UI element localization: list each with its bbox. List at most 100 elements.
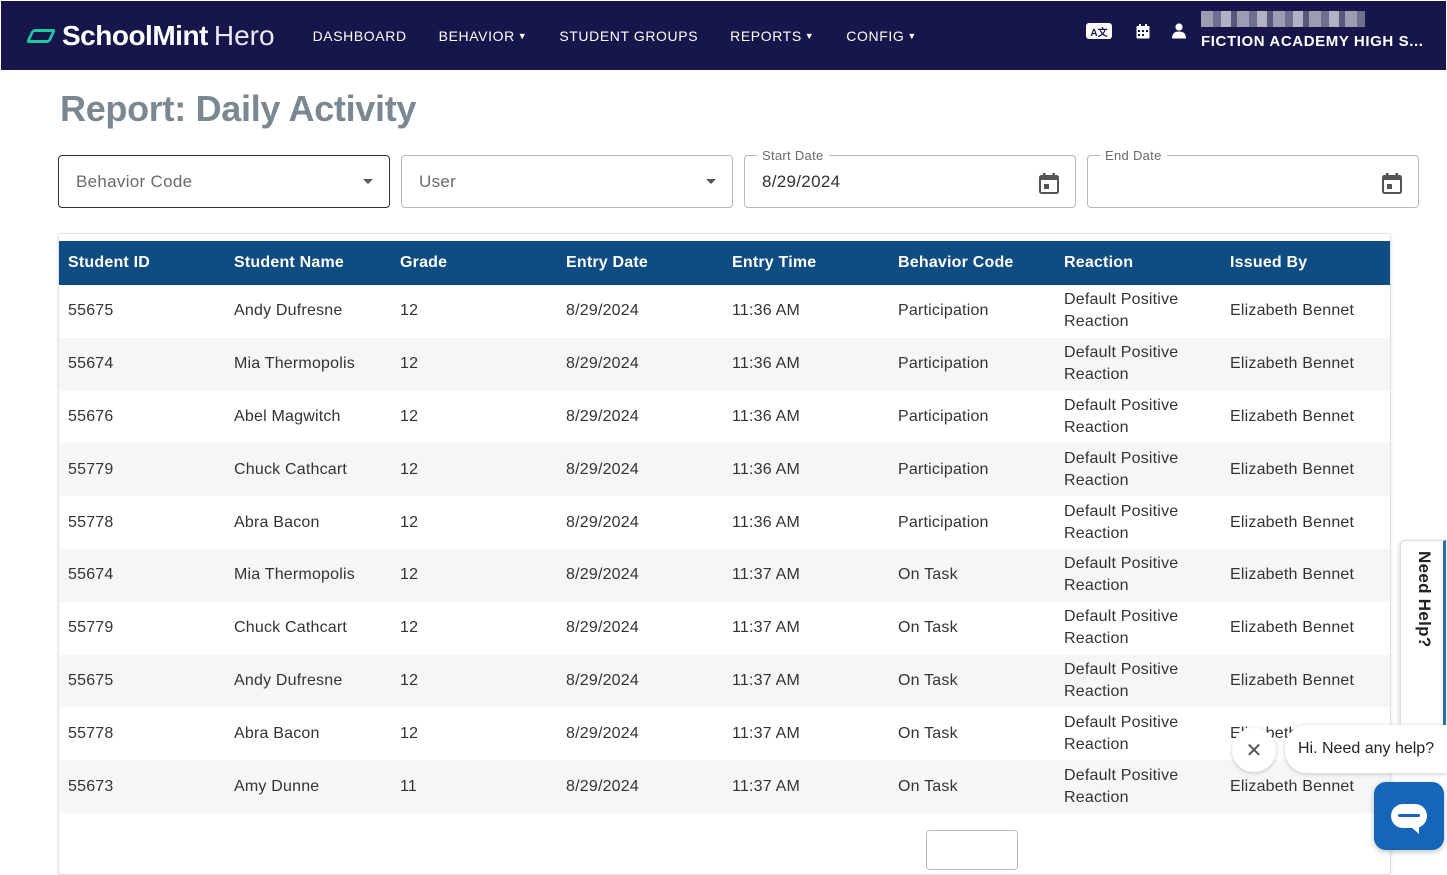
cell-entry-time: 11:37 AM (732, 777, 801, 795)
user-menu[interactable]: FICTION ACADEMY HIGH S... (1201, 11, 1424, 50)
close-icon[interactable]: ✕ (1232, 728, 1276, 772)
chat-icon (1391, 804, 1427, 828)
cell-student-id: 55675 (68, 302, 114, 320)
cell-grade: 12 (400, 302, 419, 320)
end-date-label: End Date (1100, 148, 1167, 163)
cell-grade: 12 (400, 513, 419, 531)
cell-behavior-code: Participation (898, 460, 989, 478)
report-table: Student ID Student Name Grade Entry Date… (58, 233, 1391, 875)
end-date-field[interactable]: End Date (1087, 148, 1419, 208)
cell-issued-by: Elizabeth Bennet (1230, 619, 1355, 637)
col-header-student-name[interactable]: Student Name (234, 254, 344, 271)
nav-config[interactable]: CONFIG ▼ (846, 28, 917, 44)
col-header-issued-by[interactable]: Issued By (1230, 254, 1308, 271)
table-header: Student ID Student Name Grade Entry Date… (59, 241, 1390, 285)
col-header-grade[interactable]: Grade (400, 254, 448, 271)
behavior-code-placeholder: Behavior Code (76, 172, 193, 191)
table-row[interactable]: 55779 Chuck Cathcart 12 8/29/2024 11:36 AM Pa… (59, 443, 1390, 497)
reaction-text: Default Positive Reaction (1064, 660, 1179, 700)
cell-issued-by: Elizabeth Bennet (1230, 513, 1355, 531)
user-placeholder: User (419, 172, 457, 191)
cell-issued-by: Elizabeth Bennet (1230, 671, 1355, 689)
cell-reaction: Default Positive Reaction (1055, 342, 1221, 386)
cell-behavior-code: On Task (898, 566, 958, 584)
reaction-text: Default Positive Reaction (1064, 344, 1179, 384)
cell-behavior-code: On Task (898, 777, 958, 795)
school-name: FICTION ACADEMY HIGH S... (1201, 33, 1424, 50)
table-row[interactable]: 55674 Mia Thermopolis 12 8/29/2024 11:37 AM O… (59, 548, 1390, 602)
start-date-field[interactable]: Start Date 8/29/2024 (744, 148, 1076, 208)
calendar-icon[interactable] (1039, 173, 1059, 194)
table-row[interactable]: 55673 Amy Dunne 11 8/29/2024 11:37 AM On Task… (59, 760, 1390, 813)
cell-student-id: 55676 (68, 407, 114, 425)
cell-entry-time: 11:36 AM (732, 513, 801, 531)
cell-student-name: Mia Thermopolis (234, 355, 355, 373)
table-row[interactable]: 55675 Andy Dufresne 12 8/29/2024 11:36 AM Par… (59, 285, 1390, 338)
brand-product: Hero (213, 19, 275, 51)
table-row[interactable]: 55778 Abra Bacon 12 8/29/2024 11:36 AM Partic… (59, 496, 1390, 549)
cell-student-name: Abra Bacon (234, 724, 320, 742)
behavior-code-select[interactable]: Behavior Code (58, 155, 390, 208)
col-header-entry-date[interactable]: Entry Date (566, 254, 649, 271)
reaction-text: Default Positive Reaction (1064, 713, 1179, 753)
chat-greeting[interactable]: Hi. Need any help? (1285, 725, 1447, 773)
cell-grade: 11 (400, 777, 418, 795)
table-body: 55675 Andy Dufresne 12 8/29/2024 11:36 AM Par… (59, 285, 1390, 813)
table-row[interactable]: 55676 Abel Magwitch 12 8/29/2024 11:36 AM Par… (59, 391, 1390, 444)
cell-reaction: Default Positive Reaction (1055, 448, 1221, 492)
cell-student-id: 55674 (68, 566, 114, 584)
user-select[interactable]: User (401, 155, 733, 208)
cell-behavior-code: On Task (898, 671, 958, 689)
chat-icon-tail (1410, 826, 1419, 834)
cell-student-id: 55674 (68, 355, 114, 373)
top-navbar: SchoolMint Hero DASHBOARD BEHAVIOR ▼ STU… (1, 1, 1446, 70)
cell-issued-by: Elizabeth Bennet (1230, 777, 1355, 795)
nav-reports[interactable]: REPORTS ▼ (730, 28, 814, 44)
cell-student-name: Abel Magwitch (234, 407, 341, 425)
cell-reaction: Default Positive Reaction (1055, 659, 1221, 703)
chevron-down-icon (363, 179, 373, 184)
cell-issued-by: Elizabeth Bennet (1230, 302, 1355, 320)
table-row[interactable]: 55778 Abra Bacon 12 8/29/2024 11:37 AM On Tas… (59, 707, 1390, 760)
table-row[interactable]: 55674 Mia Thermopolis 12 8/29/2024 11:36 AM P… (59, 337, 1390, 391)
translate-icon-text: A文 (1090, 27, 1108, 39)
cell-reaction: Default Positive Reaction (1055, 289, 1221, 333)
user-icon[interactable] (1172, 23, 1186, 39)
col-header-entry-time[interactable]: Entry Time (732, 254, 817, 271)
cell-entry-date: 8/29/2024 (566, 777, 639, 795)
cell-student-name: Chuck Cathcart (234, 460, 348, 478)
nav-student-groups[interactable]: STUDENT GROUPS (559, 28, 698, 44)
cell-entry-date: 8/29/2024 (566, 302, 639, 320)
chevron-down-icon (706, 179, 716, 184)
rows-per-page-select[interactable] (926, 830, 1018, 870)
cell-reaction: Default Positive Reaction (1055, 501, 1221, 545)
header-icons: A文 (1086, 23, 1186, 39)
chat-launcher-button[interactable] (1374, 782, 1444, 850)
cell-reaction: Default Positive Reaction (1055, 765, 1221, 809)
table-row[interactable]: 55779 Chuck Cathcart 12 8/29/2024 11:37 AM On… (59, 602, 1390, 655)
table-row[interactable]: 55675 Andy Dufresne 12 8/29/2024 11:37 AM On … (59, 654, 1390, 708)
cell-entry-time: 11:36 AM (732, 302, 801, 320)
cell-issued-by: Elizabeth Bennet (1230, 566, 1355, 584)
cell-entry-date: 8/29/2024 (566, 724, 639, 742)
calendar-icon[interactable] (1136, 23, 1150, 39)
caret-down-icon: ▼ (517, 30, 528, 41)
calendar-icon[interactable] (1382, 173, 1402, 194)
need-help-tab[interactable]: Need Help? ‹ (1400, 540, 1446, 743)
nav-dashboard[interactable]: DASHBOARD (313, 28, 407, 44)
col-header-behavior-code[interactable]: Behavior Code (898, 254, 1014, 271)
brand-logo[interactable]: SchoolMint Hero (25, 19, 275, 52)
cell-reaction: Default Positive Reaction (1055, 553, 1221, 597)
cell-entry-date: 8/29/2024 (566, 513, 639, 531)
cell-issued-by: Elizabeth Bennet (1230, 407, 1355, 425)
translate-icon[interactable]: A文 (1086, 23, 1112, 39)
start-date-label: Start Date (757, 148, 829, 163)
cell-behavior-code: On Task (898, 724, 958, 742)
nav-behavior[interactable]: BEHAVIOR ▼ (439, 28, 528, 44)
cell-behavior-code: Participation (898, 355, 989, 373)
col-header-student-id[interactable]: Student ID (68, 254, 150, 271)
col-header-reaction[interactable]: Reaction (1064, 254, 1134, 271)
cell-student-name: Amy Dunne (234, 777, 320, 795)
cell-entry-time: 11:37 AM (732, 619, 801, 637)
cell-behavior-code: Participation (898, 513, 989, 531)
